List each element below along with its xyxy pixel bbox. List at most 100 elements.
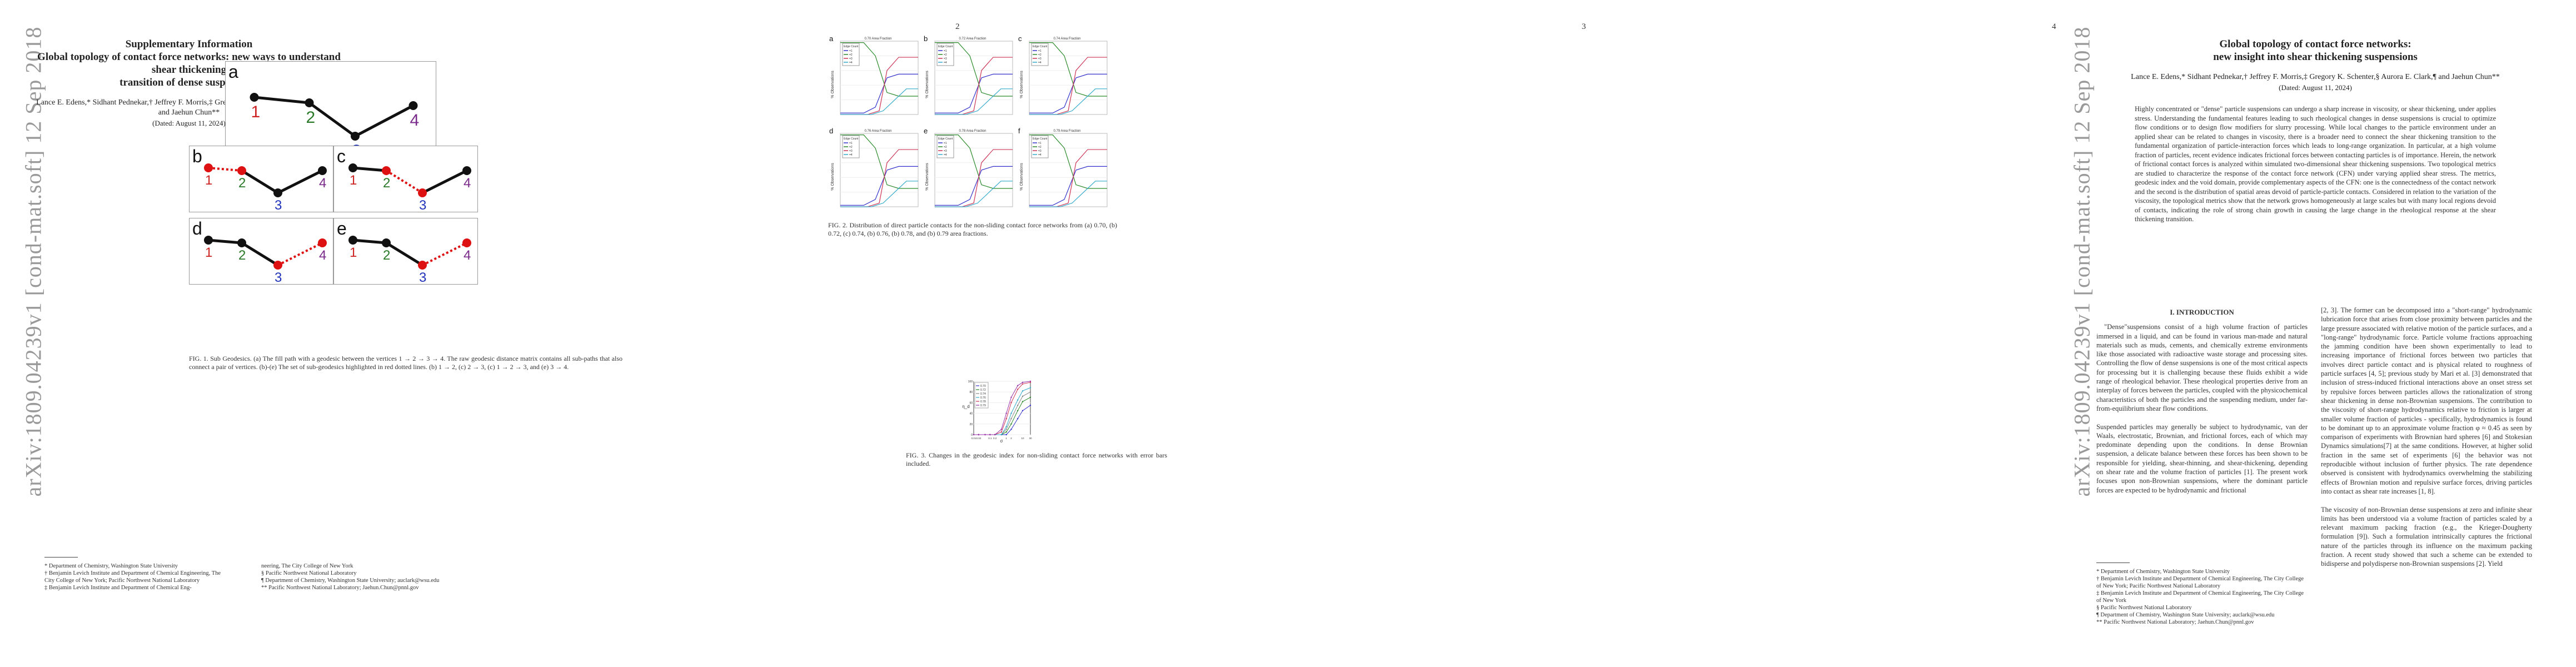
data-point xyxy=(973,434,975,436)
legend-label: =3 xyxy=(849,57,853,61)
panel-title: 0.78 Area Fraction xyxy=(959,130,986,133)
fig1-panel-b: b1 2 3 4 xyxy=(189,146,333,212)
graph-node xyxy=(382,166,391,175)
footnote: * Department of Chemistry, Washington St… xyxy=(2096,569,2230,575)
series-line xyxy=(935,166,1013,206)
series-line xyxy=(840,181,918,207)
series-line xyxy=(1029,135,1107,189)
x-axis-label: σ xyxy=(1000,439,1003,444)
geodesic-edge xyxy=(421,169,468,195)
legend-title: Edge Count xyxy=(1033,137,1048,141)
fig1-panel-e: e1 2 3 4 xyxy=(333,218,478,285)
fig2-panel-d: d 0.76 Area Fraction % Observations Edge Co… xyxy=(829,127,919,207)
legend-label: =1 xyxy=(849,142,853,145)
data-point xyxy=(1010,418,1012,420)
node-label: 4 xyxy=(410,111,420,130)
legend-label: =2 xyxy=(849,146,853,149)
arxiv-id-stamp: arXiv:1809.04239v1 [cond-mat.soft] 12 Se… xyxy=(2069,26,2095,497)
data-point xyxy=(1005,429,1007,430)
node-label: 1 xyxy=(350,245,357,260)
graph-node xyxy=(462,238,471,247)
footnote: ‡ Benjamin Levich Institute and Departme… xyxy=(44,585,192,591)
panel-title: 0.76 Area Fraction xyxy=(864,130,891,133)
page-number: 2 xyxy=(955,22,960,31)
legend-label: =4 xyxy=(1038,61,1042,64)
data-point xyxy=(1017,418,1019,420)
legend-label: =1 xyxy=(944,49,947,53)
title-line: Global topology of contact force network… xyxy=(37,51,341,76)
data-point xyxy=(978,434,980,436)
data-point xyxy=(1010,396,1012,398)
graph-node xyxy=(273,261,282,270)
geodesic-edge xyxy=(277,169,323,195)
legend-label: 0.70 xyxy=(980,385,986,388)
y-axis-label: % Observations xyxy=(925,71,929,98)
authors: Lance E. Edens,* Sidhant Pednekar,† Jeff… xyxy=(2131,73,2500,81)
panel-letter: b xyxy=(192,146,202,166)
data-point xyxy=(1022,390,1024,392)
fig1-panel-c: c1 2 3 4 xyxy=(333,146,478,212)
graph-node xyxy=(237,166,246,175)
graph-node xyxy=(318,238,327,247)
data-point xyxy=(1029,381,1032,384)
data-point xyxy=(1017,389,1019,390)
node-label: 2 xyxy=(383,176,390,191)
geodesic-edge xyxy=(352,238,387,245)
fig2-panel-a: a 0.70 Area Fraction % Observations Edge Co… xyxy=(829,34,919,115)
arxiv-id-stamp: arXiv:1809.04239v1 [cond-mat.soft] 12 Se… xyxy=(21,26,46,497)
legend-label: =1 xyxy=(849,49,853,53)
legend-label: =2 xyxy=(944,146,947,149)
x-tick-label: 2 xyxy=(1010,437,1012,440)
legend-title: Edge Count xyxy=(844,137,859,141)
data-point xyxy=(994,434,996,436)
column-2-text: [2, 3]. The former can be decomposed int… xyxy=(2321,306,2532,568)
panel-letter: c xyxy=(1018,34,1022,43)
title-line: transition of dense suspensions xyxy=(119,77,258,88)
x-tick-label: 0.2 xyxy=(993,437,997,440)
node-label: 4 xyxy=(319,248,326,263)
data-point xyxy=(1000,431,1003,433)
panel-title: 0.72 Area Fraction xyxy=(959,37,986,41)
y-axis-label: % Observations xyxy=(831,163,835,191)
legend-label: =2 xyxy=(849,53,853,57)
x-tick-label: 10 xyxy=(1021,437,1024,440)
footnote: ** Pacific Northwest National Laboratory… xyxy=(261,585,419,591)
footnote: * Department of Chemistry, Washington St… xyxy=(44,563,178,569)
data-point xyxy=(1000,434,1003,436)
fig1-panel-d: d1 2 3 4 xyxy=(189,218,333,285)
data-point xyxy=(1005,431,1007,433)
node-label: 2 xyxy=(383,248,390,263)
data-point xyxy=(1029,396,1032,398)
series-line xyxy=(935,135,1013,189)
x-tick-label: 0.02 xyxy=(976,437,981,440)
data-point xyxy=(1029,387,1032,389)
legend-label: 0.72 xyxy=(980,389,986,392)
legend-label: =3 xyxy=(1038,57,1042,61)
page-number: 4 xyxy=(2052,22,2056,31)
graph-node xyxy=(305,98,314,107)
graph-node xyxy=(351,132,360,141)
panel-letter: f xyxy=(1018,127,1020,135)
legend-label: =4 xyxy=(849,61,853,64)
node-label: 4 xyxy=(464,176,471,191)
footnote: ‡ Benjamin Levich Institute and Departme… xyxy=(2096,590,2304,604)
legend-label: 0.76 xyxy=(980,396,986,400)
series-line xyxy=(935,88,1013,115)
data-point xyxy=(1005,434,1007,436)
y-tick-label: 100 xyxy=(968,380,973,384)
data-point xyxy=(989,434,991,436)
legend-title: Edge Count xyxy=(938,137,953,141)
node-label: 3 xyxy=(419,198,426,212)
footnotes-right: neering, The City College of New York § … xyxy=(261,563,445,591)
footnote: neering, The City College of New York xyxy=(261,563,353,569)
footnote: § Pacific Northwest National Laboratory xyxy=(261,570,357,576)
series-line xyxy=(840,73,918,113)
legend-label: =4 xyxy=(1038,153,1042,157)
legend-label: =2 xyxy=(1038,146,1042,149)
legend-label: =2 xyxy=(944,53,947,57)
node-label: 1 xyxy=(350,173,357,188)
panel-frame xyxy=(333,146,478,212)
footnotes: * Department of Chemistry, Washington St… xyxy=(2096,568,2308,626)
legend-label: =1 xyxy=(1038,49,1042,53)
data-point xyxy=(1005,418,1007,420)
